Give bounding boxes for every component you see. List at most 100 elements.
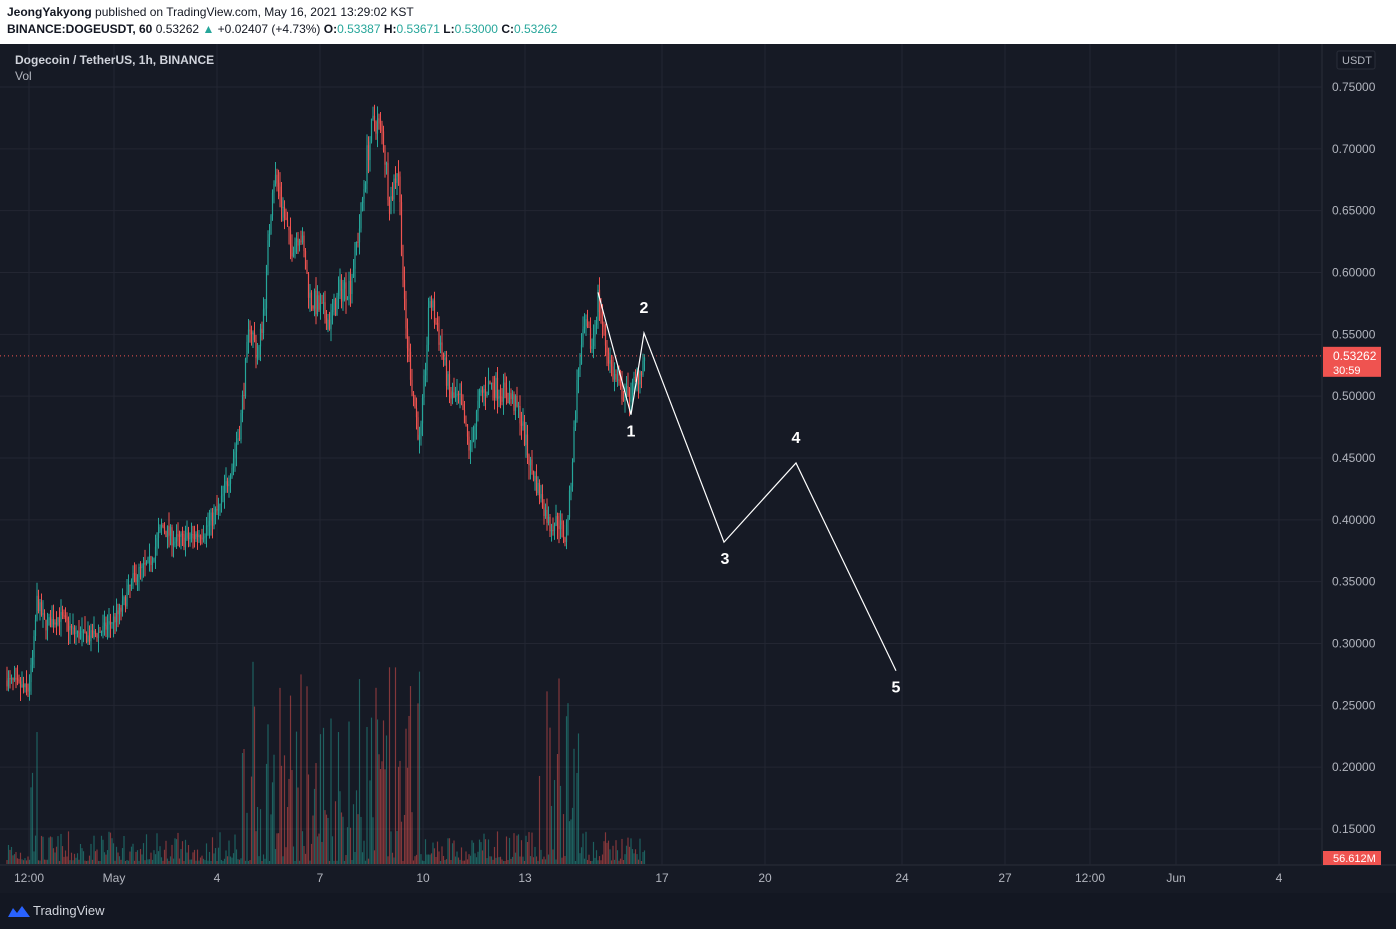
candle-body [183,534,185,548]
candle-body [462,404,464,410]
candle-body [72,627,74,629]
currency-button[interactable] [1336,50,1376,70]
candle-body [525,434,527,445]
candle-body [487,381,490,395]
volume-bar [370,717,373,864]
volume-bar [601,854,604,864]
candle-body [52,618,55,625]
candle-body [31,657,34,665]
volume-bar [90,843,92,864]
chart-area[interactable]: 1 2 3 4 5 0.75000 0.70000 0.65000 0.60000 0.5500… [0,44,1396,893]
author-name[interactable]: JeongYakyong [7,5,92,19]
volume-bar [501,859,503,864]
volume-bar [585,831,587,864]
volume-bar [13,854,16,864]
volume-bar [615,840,617,864]
candle-body [340,279,343,302]
candle-body [282,206,284,209]
volume-bar [535,856,538,864]
candle-body [222,494,224,496]
candle-body [208,520,211,526]
volume-bar [375,687,377,864]
candle-body [106,625,109,630]
high-value: 0.53671 [396,22,440,36]
candle-body [510,392,512,399]
volume-bar [519,856,521,864]
candle-body [177,534,179,536]
volume-bar [571,807,574,864]
candle-body [528,455,530,466]
volume-bar [238,859,241,864]
volume-bar [561,857,563,864]
volume-bar [24,858,26,864]
volume-bar [538,775,541,864]
volume-label: 56.612M [1333,853,1376,865]
candle-body [210,512,212,521]
candle-body [247,329,250,343]
volume-bar [607,840,610,864]
candle-body [63,615,65,617]
volume-bar [619,858,622,864]
chart-svg[interactable]: 1 2 3 4 5 0.75000 0.70000 0.65000 0.60000 0.5500… [0,44,1396,893]
legend-volume[interactable]: Vol [15,69,32,83]
volume-bar [474,853,476,864]
volume-bar [7,844,10,864]
volume-bar [216,860,218,864]
tradingview-logo-icon[interactable] [7,904,31,918]
candle-body [187,532,190,540]
candle-body [618,379,620,381]
candle-body [217,505,220,511]
price-tick-label: 0.25000 [1332,698,1376,712]
candle-body [463,409,466,424]
candle-body [139,567,142,569]
volume-bar [243,748,245,864]
candle-body [147,557,149,563]
volume-bar [483,833,485,864]
candle-body [85,633,88,643]
candle-body [408,348,410,352]
volume-bar [105,854,107,864]
volume-bar [228,840,230,864]
candle-body [252,332,254,335]
volume-bar [144,860,146,864]
volume-bar [183,860,185,864]
volume-bar [508,837,511,864]
candle-body [151,561,154,565]
volume-bar [468,854,470,864]
volume-bar [417,703,419,864]
candle-body [108,621,110,626]
volume-bar [552,849,554,864]
volume-bar [246,812,248,864]
wave-label-5: 5 [892,680,901,697]
volume-bar [451,843,454,864]
volume-bar [579,853,581,864]
volume-bar [321,841,323,864]
volume-bar [81,848,83,864]
candle-body [250,331,253,335]
candle-body [78,630,80,639]
volume-bar [570,819,572,864]
volume-bar [76,853,79,864]
candle-body [451,392,454,399]
candle-body [580,344,583,364]
candle-body [538,482,541,499]
candle-body [424,370,427,376]
candle-body [112,616,115,624]
tradingview-brand[interactable]: TradingView [33,903,105,918]
candle-body [589,327,592,349]
candle-body [315,290,317,315]
volume-bar [267,724,269,864]
volume-bar [262,854,265,864]
candle-body [57,617,59,625]
volume-bar [120,859,122,864]
volume-bar [325,814,328,864]
candle-body [181,533,184,535]
volume-bar [102,839,104,864]
volume-bar [402,860,404,864]
volume-bar [366,726,368,864]
volume-bar [529,856,532,864]
candle-body [121,600,124,612]
candle-body [307,273,310,298]
volume-bar [265,763,268,864]
legend-title[interactable]: Dogecoin / TetherUS, 1h, BINANCE [15,53,215,67]
